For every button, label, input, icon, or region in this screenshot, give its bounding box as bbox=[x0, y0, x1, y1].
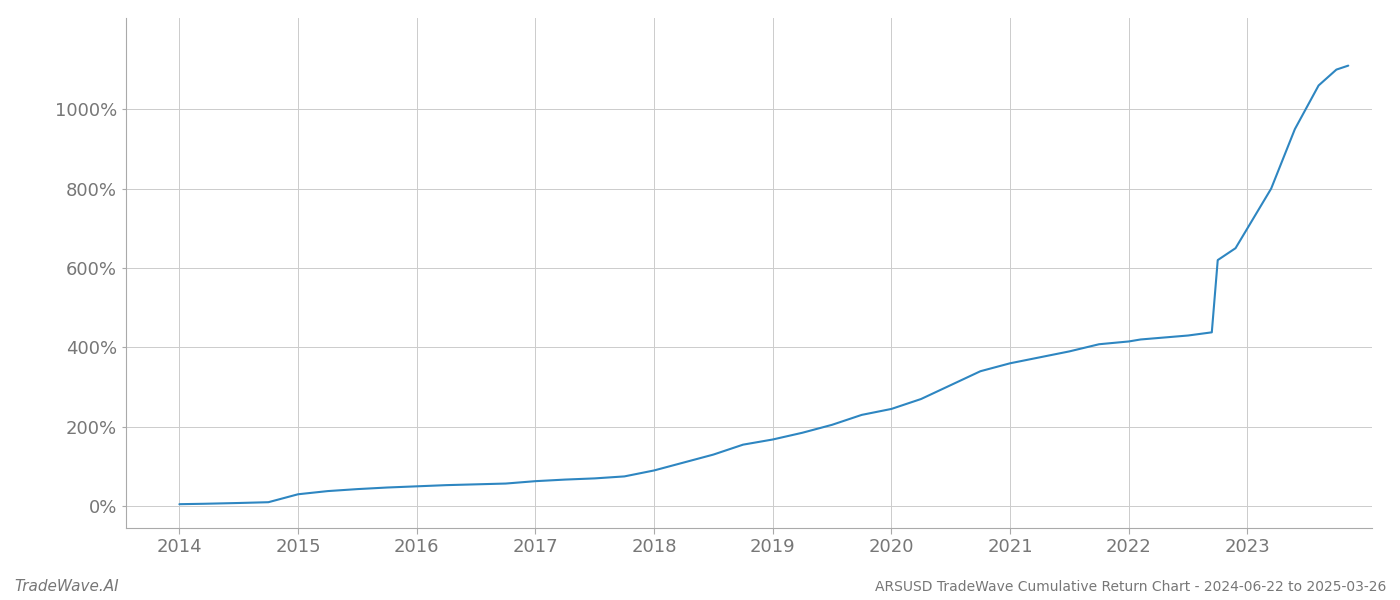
Text: TradeWave.AI: TradeWave.AI bbox=[14, 579, 119, 594]
Text: ARSUSD TradeWave Cumulative Return Chart - 2024-06-22 to 2025-03-26: ARSUSD TradeWave Cumulative Return Chart… bbox=[875, 580, 1386, 594]
